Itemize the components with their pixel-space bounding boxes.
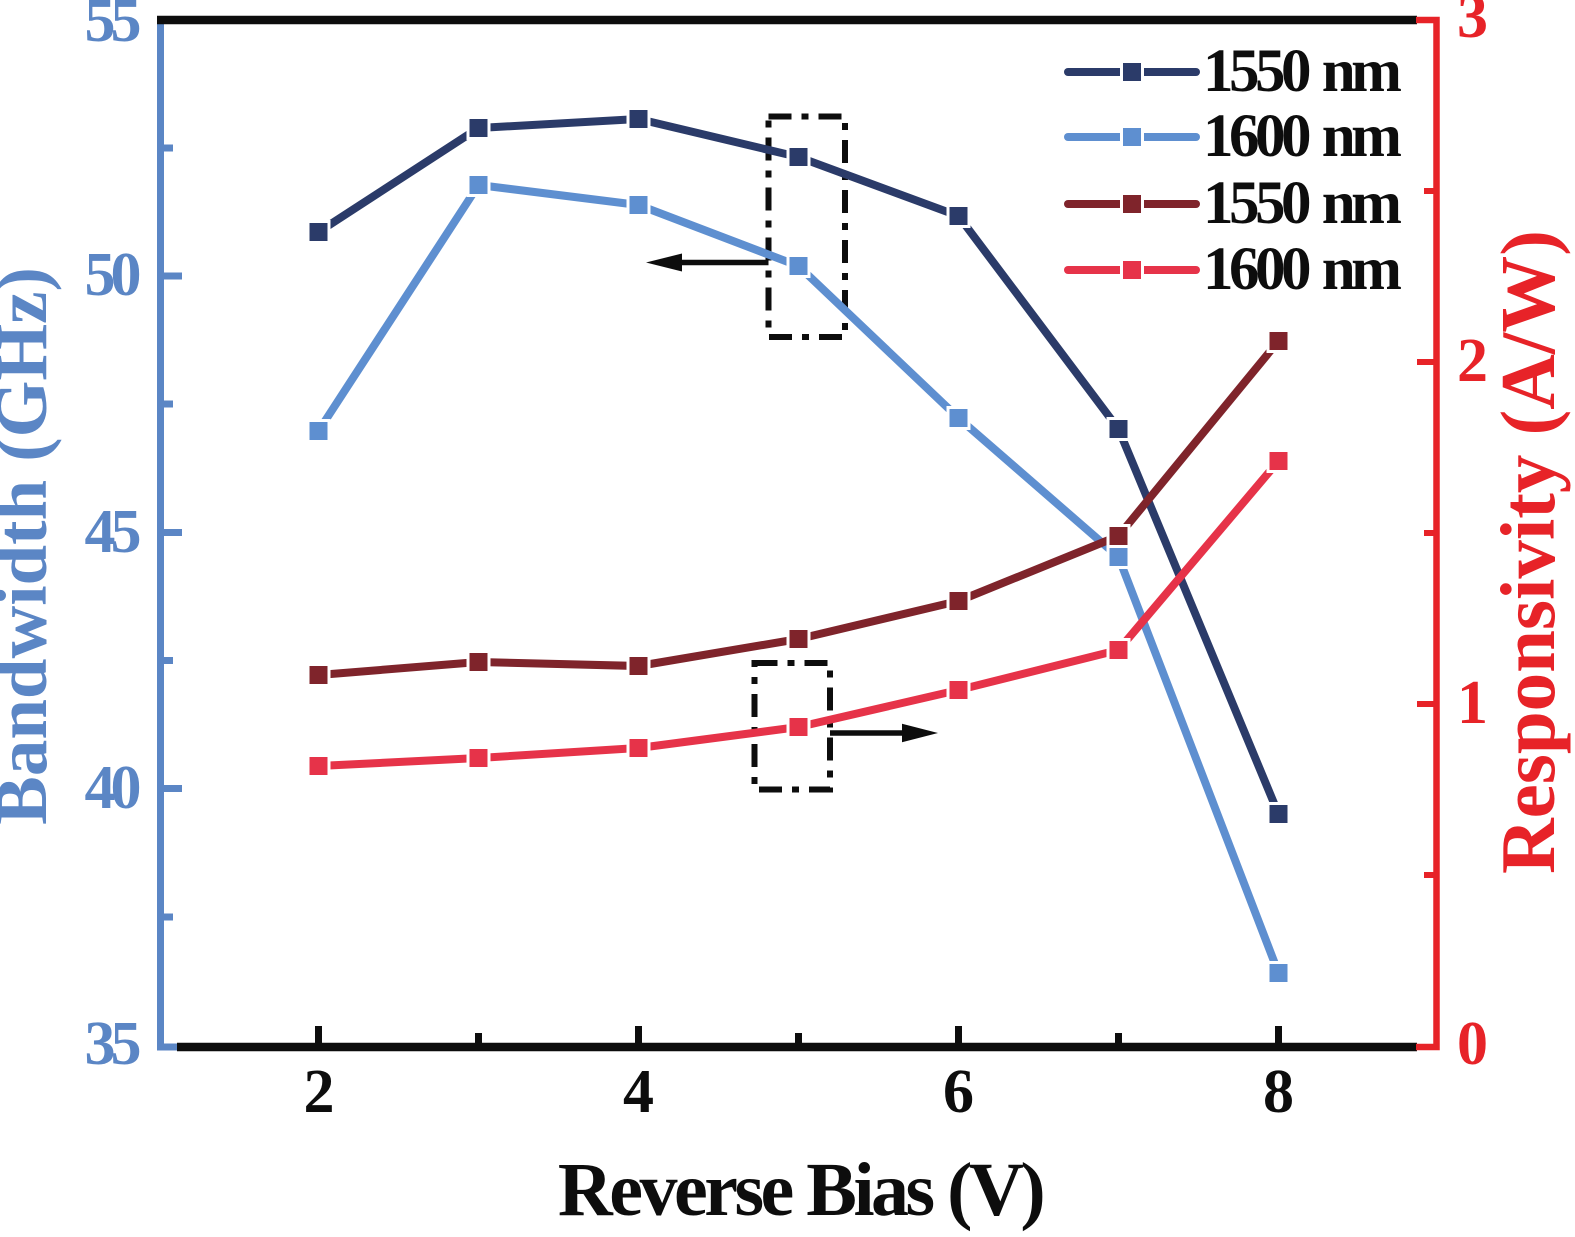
svg-text:Responsivity (A/W): Responsivity (A/W) (1485, 230, 1571, 874)
svg-text:1550 nm: 1550 nm (1203, 38, 1401, 105)
svg-text:1600 nm: 1600 nm (1203, 103, 1401, 170)
svg-text:45: 45 (85, 498, 140, 566)
svg-text:6: 6 (943, 1058, 974, 1126)
svg-text:Bandwidth (GHz): Bandwidth (GHz) (0, 267, 62, 825)
svg-text:4: 4 (623, 1058, 654, 1126)
svg-text:8: 8 (1263, 1058, 1294, 1126)
svg-text:55: 55 (85, 0, 140, 55)
svg-text:1: 1 (1457, 669, 1488, 737)
svg-text:1600 nm: 1600 nm (1203, 236, 1401, 303)
svg-text:0: 0 (1457, 1010, 1488, 1078)
svg-text:35: 35 (85, 1010, 140, 1078)
svg-text:3: 3 (1457, 0, 1488, 51)
svg-text:2: 2 (304, 1058, 335, 1126)
svg-text:1550 nm: 1550 nm (1203, 170, 1401, 237)
svg-text:Reverse Bias (V): Reverse Bias (V) (558, 1148, 1042, 1232)
svg-text:2: 2 (1457, 327, 1488, 395)
svg-text:40: 40 (85, 754, 140, 822)
svg-text:50: 50 (85, 241, 140, 309)
